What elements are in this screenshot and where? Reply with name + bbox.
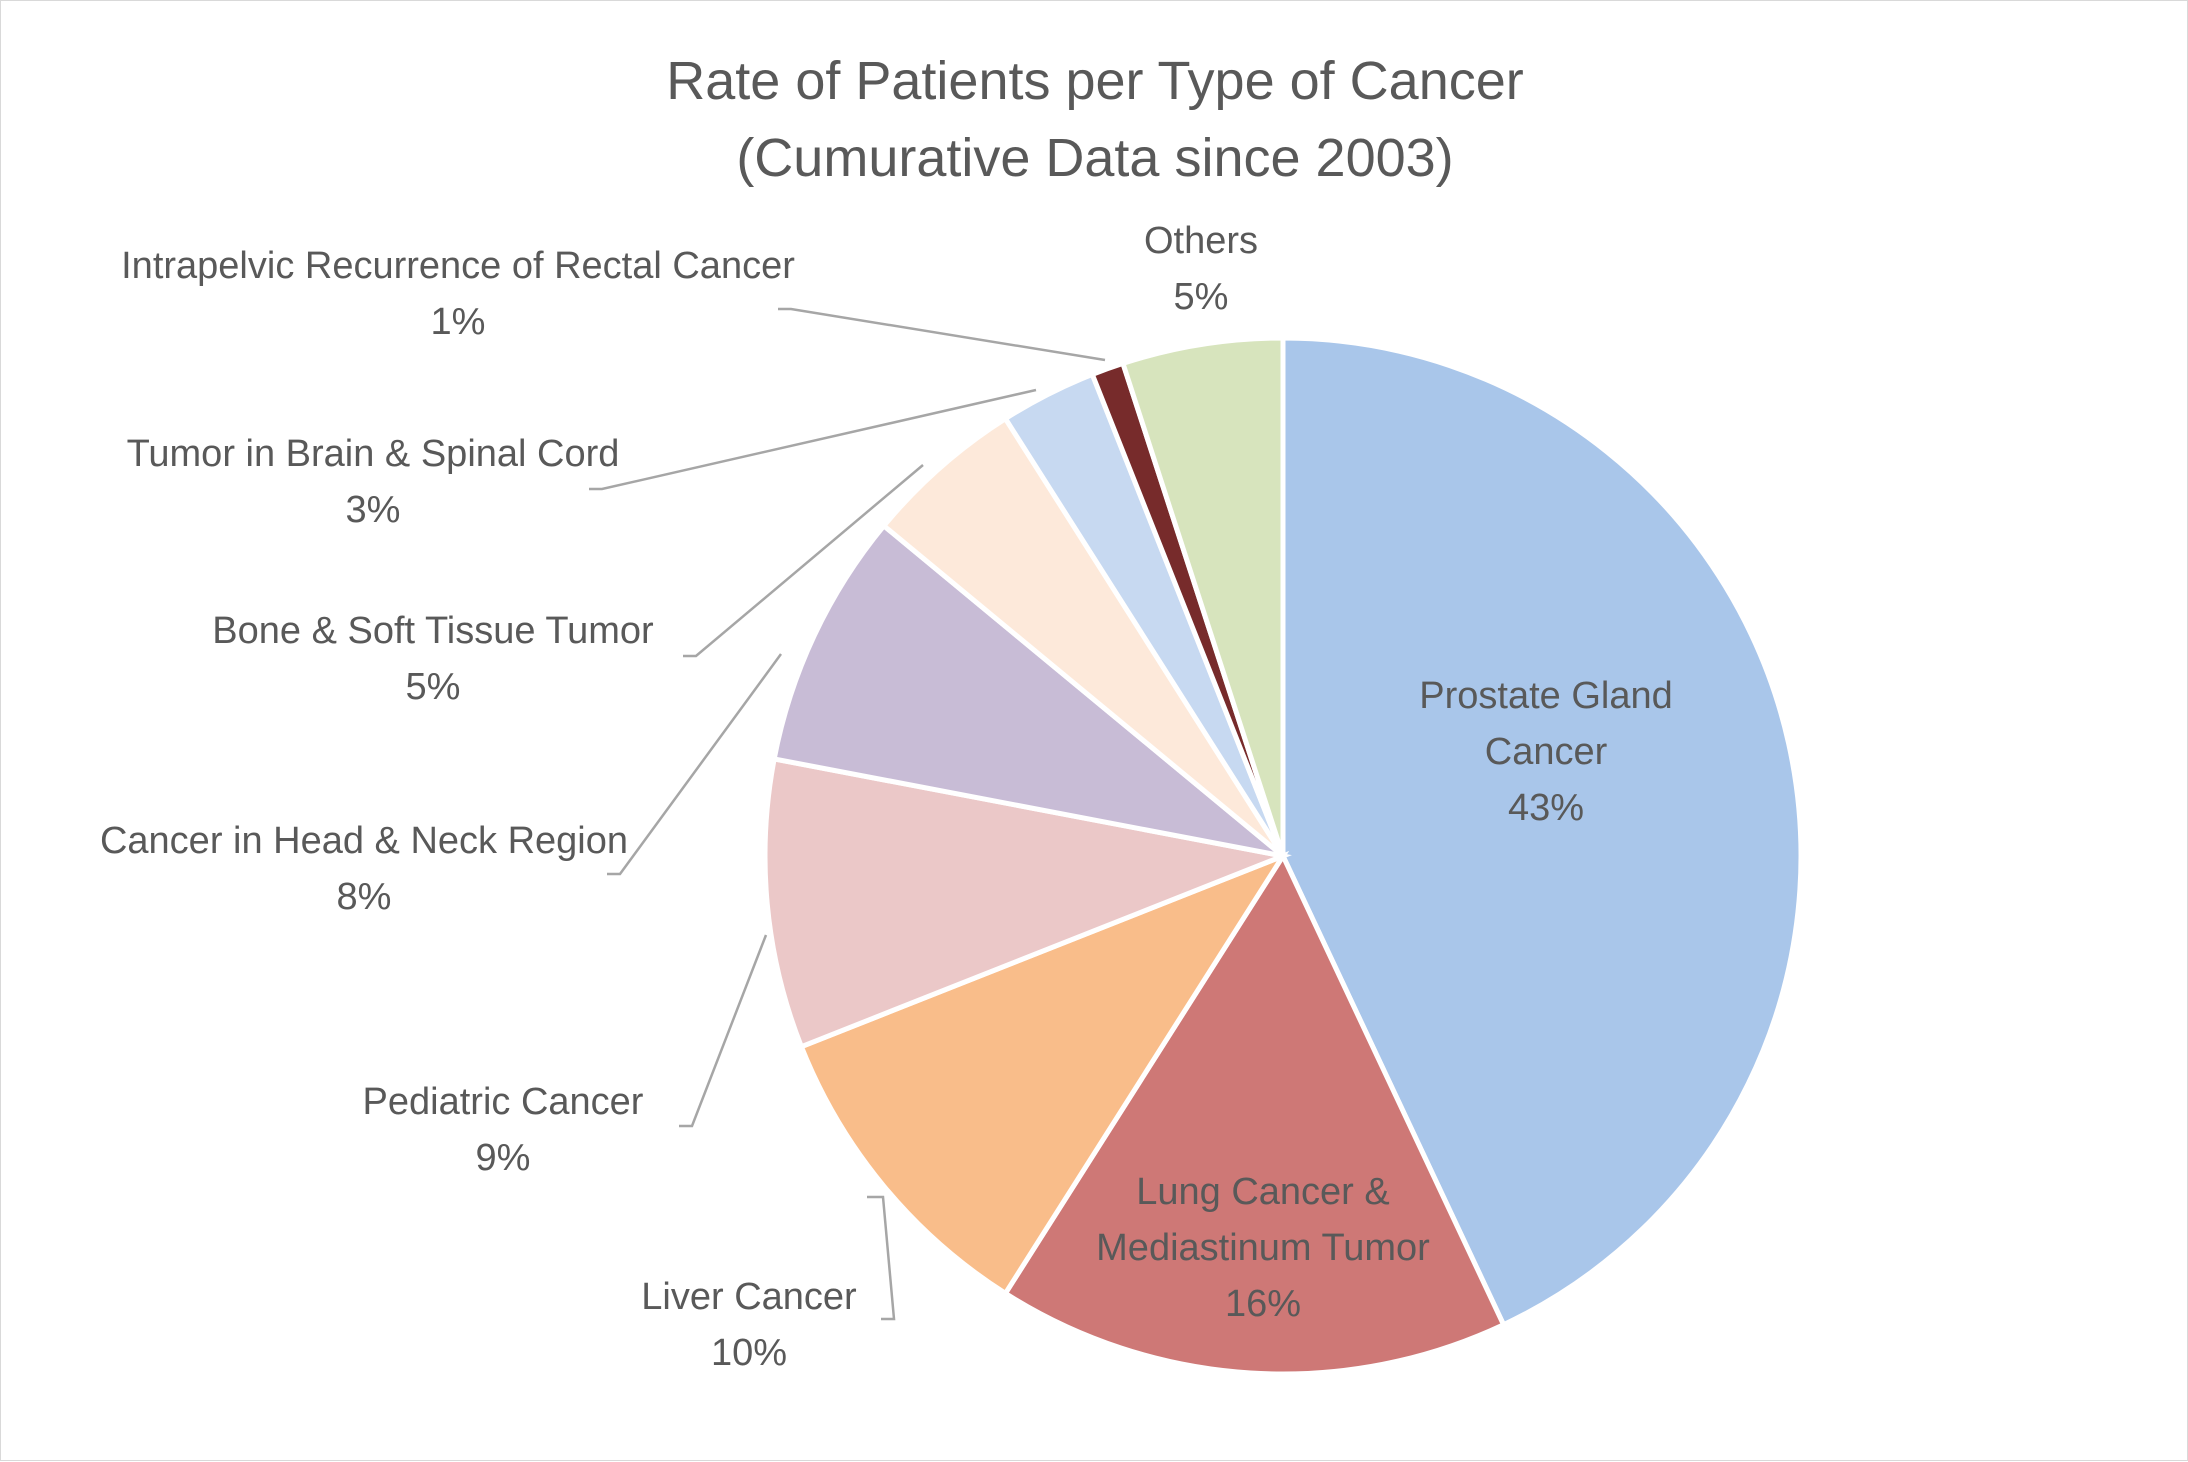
category-label-prostate-gland-cancer: Prostate Gland	[1419, 675, 1672, 717]
leader-line-tumor-in-brain-and-spinal-cord	[589, 388, 1037, 491]
value-label-cancer-in-head-and-neck-region: 8%	[337, 876, 392, 918]
pie-slices	[762, 335, 1804, 1377]
value-label-pediatric-cancer: 9%	[476, 1137, 531, 1179]
category-label-bone-and-soft-tissue-tumor: Bone & Soft Tissue Tumor	[212, 610, 654, 652]
leader-line-cancer-in-head-and-neck-region	[607, 653, 783, 876]
slice-bone-and-soft-tissue-tumor	[880, 415, 1286, 858]
category-label-others: Others	[1144, 220, 1258, 262]
value-label-bone-and-soft-tissue-tumor: 5%	[406, 666, 461, 708]
value-label-intrapelvic-recurrence-of-rectal-cancer: 1%	[431, 301, 486, 343]
leader-line-pediatric-cancer	[679, 934, 768, 1128]
category-label-intrapelvic-recurrence-of-rectal-cancer: Intrapelvic Recurrence of Rectal Cancer	[121, 245, 795, 287]
slice-pediatric-cancer	[762, 756, 1292, 1050]
leader-lines	[589, 307, 1106, 1321]
value-label-prostate-gland-cancer: 43%	[1508, 787, 1584, 829]
category-label-lung-cancer-and-mediastinum-tumor: Lung Cancer &	[1136, 1171, 1390, 1213]
leader-line-intrapelvic-recurrence-of-rectal-cancer	[778, 307, 1106, 362]
category-label-lung-cancer-and-mediastinum-tumor: Mediastinum Tumor	[1096, 1227, 1430, 1269]
chart-title-line-2: (Cumurative Data since 2003)	[736, 128, 1453, 188]
leader-line-liver-cancer	[867, 1195, 896, 1321]
slice-others	[1119, 335, 1286, 857]
category-label-liver-cancer: Liver Cancer	[641, 1276, 857, 1318]
value-label-tumor-in-brain-and-spinal-cord: 3%	[346, 489, 401, 531]
chart-title-line-1: Rate of Patients per Type of Cancer	[666, 51, 1524, 111]
slice-liver-cancer	[798, 850, 1290, 1297]
leader-line-bone-and-soft-tissue-tumor	[683, 464, 924, 658]
value-label-lung-cancer-and-mediastinum-tumor: 16%	[1225, 1283, 1301, 1325]
slice-prostate-gland-cancer	[1280, 335, 1804, 1329]
data-labels: Prostate Gland Cancer 43% Lung Cancer & Medi…	[100, 220, 1673, 1374]
slice-lung-cancer-and-mediastinum-tumor	[1001, 850, 1507, 1377]
category-label-cancer-in-head-and-neck-region: Cancer in Head & Neck Region	[100, 820, 628, 862]
category-label-tumor-in-brain-and-spinal-cord: Tumor in Brain & Spinal Cord	[127, 433, 620, 475]
category-label-pediatric-cancer: Pediatric Cancer	[363, 1081, 644, 1123]
value-label-others: 5%	[1174, 276, 1229, 318]
slice-cancer-in-head-and-neck-region	[771, 522, 1285, 859]
value-label-liver-cancer: 10%	[711, 1332, 787, 1374]
category-label-prostate-gland-cancer: Cancer	[1485, 731, 1608, 773]
